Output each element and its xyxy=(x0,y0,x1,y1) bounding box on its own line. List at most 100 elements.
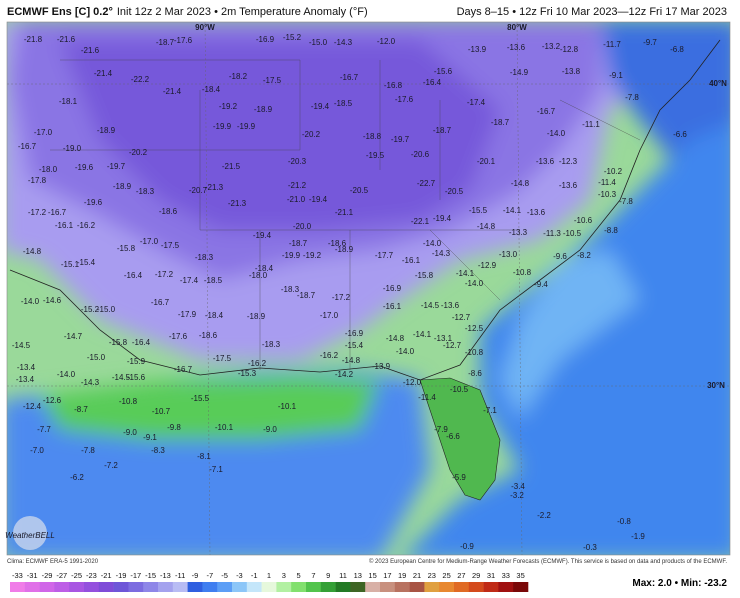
anomaly-label: -2.2 xyxy=(537,511,551,520)
colorbar-cell xyxy=(365,582,381,592)
anomaly-label: -16.1 xyxy=(383,302,402,311)
colorbar-cell xyxy=(128,582,144,592)
colorbar-tick-label: 1 xyxy=(267,571,271,580)
colorbar-tick-label: 19 xyxy=(398,571,406,580)
anomaly-label: -21.3 xyxy=(228,199,247,208)
colorbar-cell xyxy=(350,582,366,592)
anomaly-label: -18.6 xyxy=(159,207,178,216)
anomaly-label: -18.3 xyxy=(136,187,155,196)
anomaly-label: -15.2 xyxy=(283,33,302,42)
anomaly-label: -20.2 xyxy=(129,148,148,157)
colorbar-tick-label: 7 xyxy=(311,571,315,580)
anomaly-label: -20.7 xyxy=(189,186,208,195)
anomaly-label: -12.3 xyxy=(559,157,578,166)
colorbar-cell xyxy=(217,582,233,592)
anomaly-label: -14.8 xyxy=(23,247,42,256)
colorbar-cell xyxy=(380,582,396,592)
anomaly-label: -18.1 xyxy=(59,97,78,106)
colorbar-tick-label: 27 xyxy=(457,571,465,580)
anomaly-label: -20.6 xyxy=(411,150,430,159)
anomaly-label: -14.0 xyxy=(465,279,484,288)
colorbar-cell xyxy=(246,582,262,592)
anomaly-label: -21.0 xyxy=(287,195,306,204)
max-min: Max: 2.0 • Min: -23.2 xyxy=(632,578,727,589)
colorbar-tick-label: 31 xyxy=(487,571,495,580)
anomaly-label: -12.0 xyxy=(403,378,422,387)
anomaly-label: -14.5 xyxy=(112,373,131,382)
anomaly-label: -17.2 xyxy=(155,270,174,279)
anomaly-label: -13.4 xyxy=(16,375,35,384)
anomaly-label: -12.7 xyxy=(443,341,462,350)
anomaly-label: -14.0 xyxy=(423,239,442,248)
anomaly-label: -16.7 xyxy=(174,365,193,374)
anomaly-label: -17.0 xyxy=(140,237,159,246)
colorbar-tick-label: 15 xyxy=(368,571,376,580)
anomaly-label: -22.2 xyxy=(131,75,150,84)
anomaly-label: -14.1 xyxy=(456,269,475,278)
anomaly-label: -10.6 xyxy=(574,216,593,225)
anomaly-label: -14.2 xyxy=(335,370,354,379)
colorbar-tick-label: -13 xyxy=(160,571,171,580)
colorbar-tick-label: -5 xyxy=(221,571,228,580)
anomaly-label: -18.5 xyxy=(204,276,223,285)
anomaly-label: -20.5 xyxy=(445,187,464,196)
anomaly-label: -14.1 xyxy=(503,206,522,215)
anomaly-label: -10.8 xyxy=(119,397,138,406)
anomaly-label: -13.2 xyxy=(542,42,561,51)
anomaly-label: -14.1 xyxy=(413,330,432,339)
anomaly-label: -0.8 xyxy=(617,517,631,526)
anomaly-label: -19.6 xyxy=(75,163,94,172)
colorbar-tick-label: -19 xyxy=(116,571,127,580)
anomaly-label: -22.1 xyxy=(411,217,430,226)
anomaly-label: -0.9 xyxy=(460,542,474,551)
anomaly-label: -7.8 xyxy=(619,197,633,206)
anomaly-label: -19.5 xyxy=(366,151,385,160)
colorbar-tick-label: 33 xyxy=(502,571,510,580)
anomaly-label: -9.8 xyxy=(167,423,181,432)
anomaly-label: -19.4 xyxy=(433,214,452,223)
anomaly-label: -17.8 xyxy=(28,176,47,185)
colorbar-cell xyxy=(98,582,114,592)
anomaly-label: -18.2 xyxy=(229,72,248,81)
anomaly-label: -15.0 xyxy=(309,38,328,47)
colorbar-cell xyxy=(232,582,248,592)
anomaly-label: -18.5 xyxy=(334,99,353,108)
anomaly-label: -20.5 xyxy=(350,186,369,195)
title: ECMWF Ens [C] 0.2° Init 12z 2 Mar 2023 • … xyxy=(7,6,368,18)
anomaly-label: -7.0 xyxy=(30,446,44,455)
colorbar-tick-label: -27 xyxy=(56,571,67,580)
anomaly-label: -14.0 xyxy=(21,297,40,306)
colorbar-tick-label: 25 xyxy=(442,571,450,580)
anomaly-label: -16.4 xyxy=(132,338,151,347)
anomaly-label: -18.0 xyxy=(249,271,268,280)
anomaly-label: -18.9 xyxy=(113,182,132,191)
colorbar-cell xyxy=(335,582,351,592)
title-desc: Init 12z 2 Mar 2023 • 2m Temperature Ano… xyxy=(117,6,368,18)
anomaly-label: -20.1 xyxy=(477,157,496,166)
colorbar-tick-label: -31 xyxy=(27,571,38,580)
anomaly-label: -14.5 xyxy=(12,341,31,350)
logo: WeatherBELL xyxy=(5,531,55,540)
anomaly-label: -20.2 xyxy=(302,130,321,139)
anomaly-label: -11.3 xyxy=(543,229,561,238)
colorbar-cell xyxy=(483,582,499,592)
anomaly-label: -10.5 xyxy=(563,229,582,238)
anomaly-label: -18.7 xyxy=(433,126,452,135)
anomaly-label: -14.0 xyxy=(57,370,76,379)
anomaly-label: -7.7 xyxy=(37,425,51,434)
anomaly-label: -10.8 xyxy=(513,268,532,277)
anomaly-label: -7.2 xyxy=(104,461,118,470)
anomaly-label: -17.7 xyxy=(375,251,394,260)
anomaly-label: -19.2 xyxy=(219,102,238,111)
anomaly-label: -18.0 xyxy=(39,165,58,174)
anomaly-label: -18.3 xyxy=(262,340,281,349)
anomaly-label: -15.9 xyxy=(127,357,146,366)
anomaly-label: -18.4 xyxy=(255,264,274,273)
anomaly-label: -15.0 xyxy=(97,305,116,314)
colorbar-tick-label: 29 xyxy=(472,571,480,580)
anomaly-label: -18.9 xyxy=(247,312,266,321)
anomaly-label: -18.6 xyxy=(328,239,347,248)
anomaly-label: -15.5 xyxy=(191,394,210,403)
colorbar-tick-label: -9 xyxy=(192,571,199,580)
